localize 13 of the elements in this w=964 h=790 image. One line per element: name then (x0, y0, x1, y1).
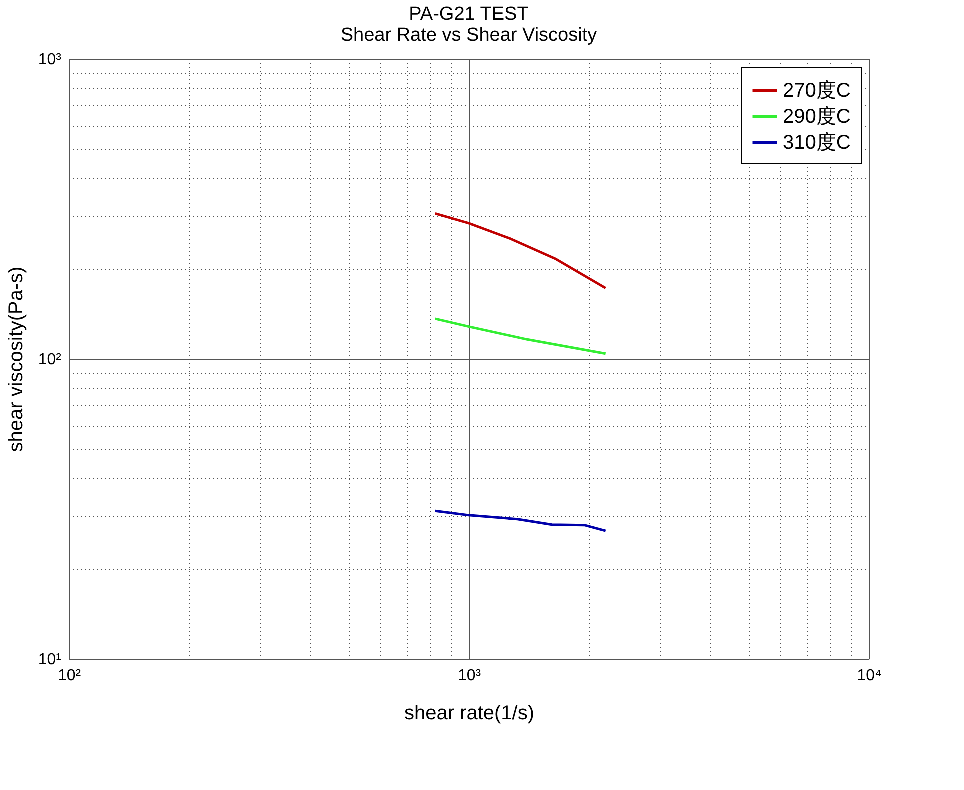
x-tick-label: 10³ (458, 668, 482, 684)
x-tick-label: 10² (58, 668, 82, 684)
x-axis-title: shear rate(1/s) (404, 702, 535, 724)
x-tick-label: 10⁴ (857, 668, 882, 684)
y-tick-label: 10³ (38, 52, 62, 68)
text: PA-G21 TEST (409, 4, 529, 25)
legend-label: 270度C (783, 80, 851, 102)
y-tick-label: 10¹ (38, 652, 62, 668)
legend-label: 290度C (783, 106, 851, 128)
y-tick-label: 10² (38, 352, 62, 368)
y-axis-title: shear viscosity(Pa-s) (5, 266, 28, 452)
text: Shear Rate vs Shear Viscosity (340, 25, 598, 46)
legend-label: 310度C (783, 132, 851, 154)
